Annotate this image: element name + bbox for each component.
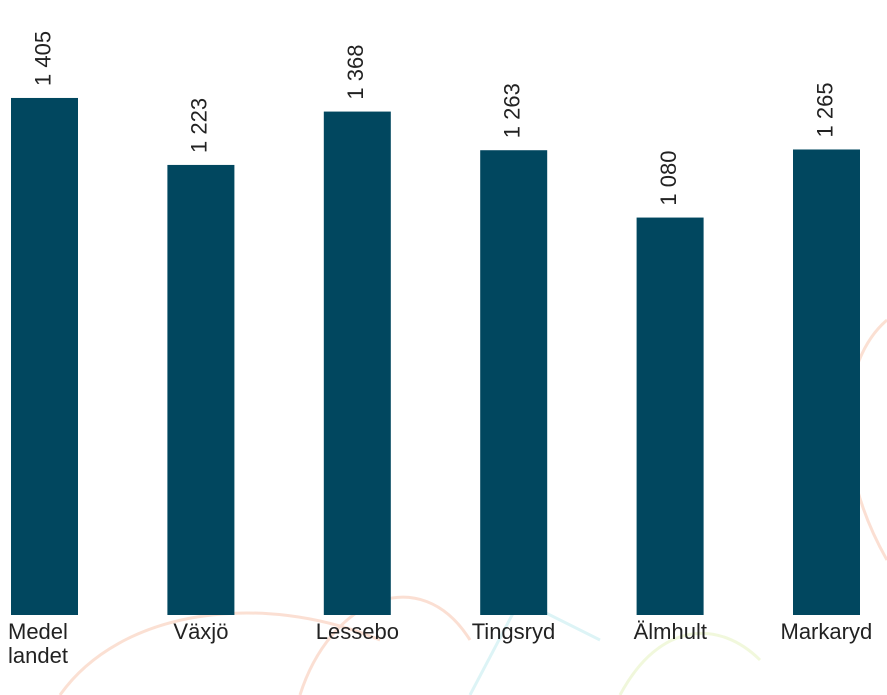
value-label: 1 265 xyxy=(812,82,837,137)
value-label: 1 405 xyxy=(30,31,55,86)
x-tick-label: Tingsryd xyxy=(471,619,556,644)
bar xyxy=(636,217,704,615)
bar xyxy=(480,150,548,615)
x-tick-label: Markaryd xyxy=(780,619,873,644)
bar xyxy=(11,97,78,615)
bar xyxy=(167,164,235,615)
x-tick-label: Växjö xyxy=(173,619,229,644)
bar xyxy=(793,149,860,616)
value-label: 1 080 xyxy=(656,150,681,205)
value-label: 1 263 xyxy=(500,83,525,138)
x-tick-label: Lessebo xyxy=(315,619,399,644)
x-tick-label: Medel landet xyxy=(8,619,68,668)
value-label: 1 368 xyxy=(343,45,368,100)
value-label: 1 223 xyxy=(187,98,212,153)
bar xyxy=(323,111,391,616)
x-tick-label: Älmhult xyxy=(633,619,707,644)
